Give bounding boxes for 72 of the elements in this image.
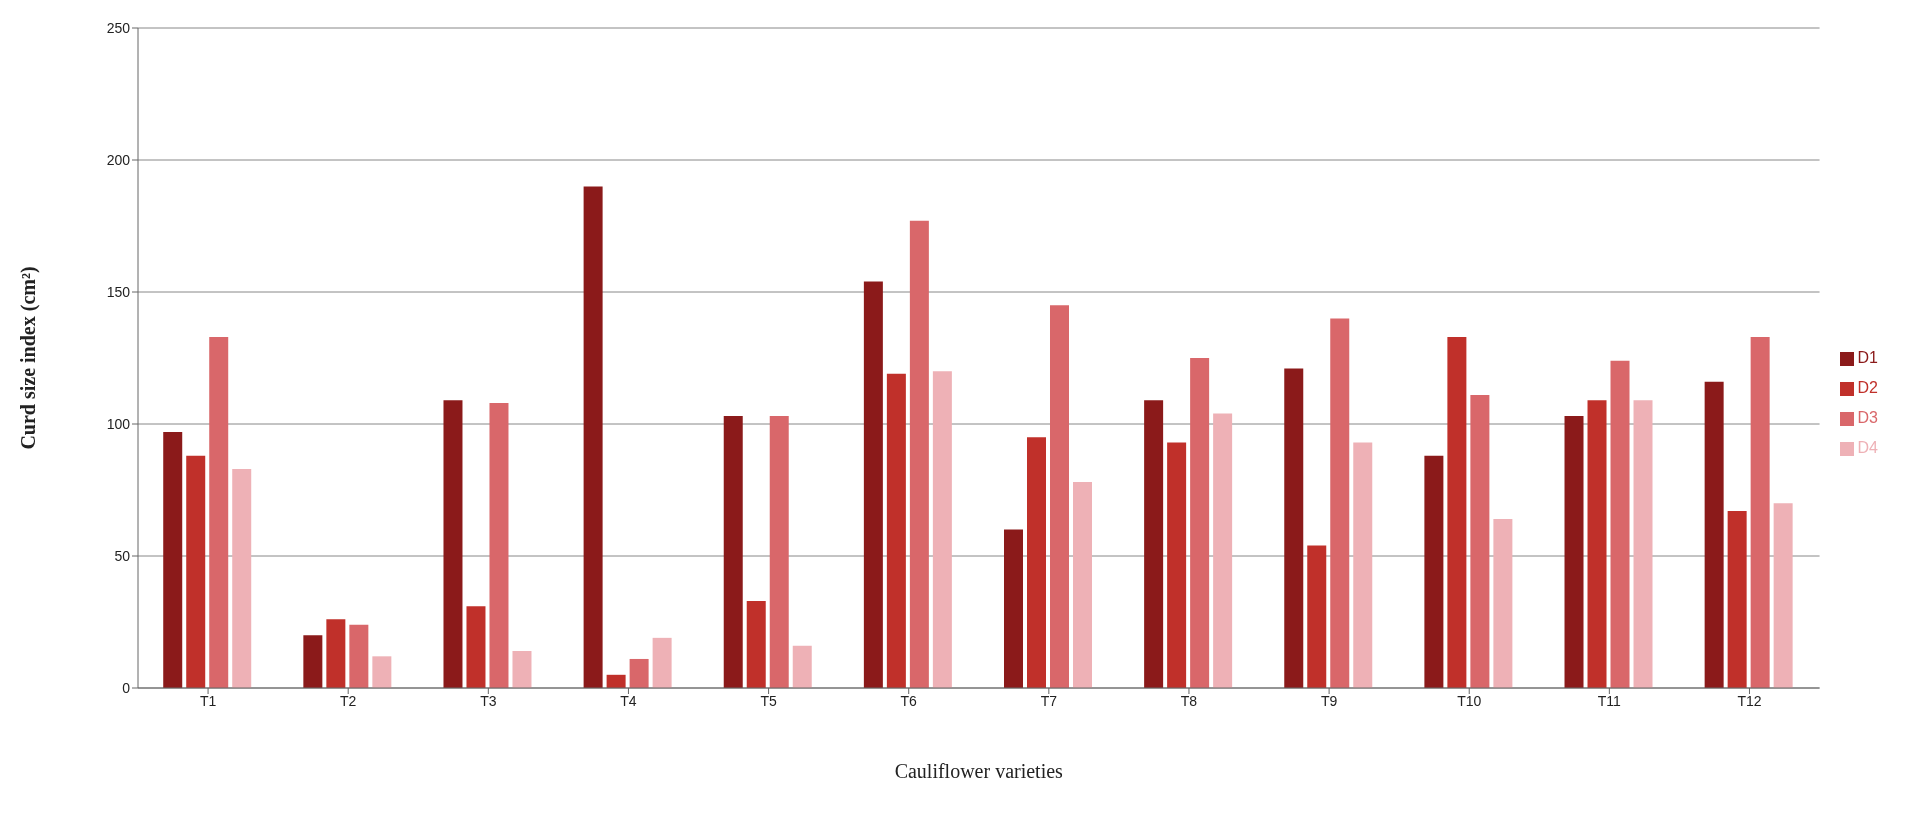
x-tick-label: T9 <box>1320 692 1338 709</box>
x-tick-label: T8 <box>1180 692 1198 709</box>
x-tick-label: T5 <box>760 692 777 709</box>
x-tick-label: T11 <box>1597 692 1622 709</box>
bar <box>1330 318 1350 688</box>
bar <box>1704 381 1724 688</box>
bar <box>583 186 603 688</box>
bar <box>232 468 252 688</box>
x-tick-label: T1 <box>199 692 217 709</box>
bar <box>209 336 229 688</box>
bar <box>163 431 183 688</box>
x-tick-label: T2 <box>340 692 357 709</box>
bar <box>909 220 929 688</box>
bar <box>1564 416 1584 688</box>
bar <box>932 371 952 688</box>
y-tick-label: 0 <box>122 679 131 696</box>
bar <box>1470 394 1490 688</box>
bar <box>1587 400 1607 688</box>
bar <box>1190 358 1210 688</box>
bar <box>349 624 369 688</box>
bar <box>1213 413 1233 688</box>
y-tick-label: 250 <box>106 19 131 36</box>
bar <box>1447 336 1467 688</box>
legend-label: D4 <box>1857 439 1878 456</box>
bar <box>372 656 392 688</box>
legend-label: D3 <box>1857 409 1878 426</box>
bar <box>792 645 812 688</box>
bar <box>1027 437 1046 688</box>
x-tick-label: T10 <box>1457 692 1482 709</box>
bar <box>466 606 486 688</box>
x-axis-title: Cauliflower varieties <box>894 760 1064 782</box>
legend-label: D2 <box>1857 379 1878 396</box>
bar <box>769 416 789 688</box>
bar <box>186 455 206 688</box>
x-tick-label: T3 <box>480 692 497 709</box>
x-tick-label: T6 <box>900 692 918 709</box>
y-tick-label: 100 <box>106 415 131 432</box>
bar <box>863 281 883 688</box>
bar <box>746 600 766 688</box>
bar <box>1727 511 1747 688</box>
y-tick-label: 200 <box>106 151 131 168</box>
bar <box>1144 400 1164 688</box>
bar <box>1284 368 1304 688</box>
legend-label: D1 <box>1857 349 1878 366</box>
bar <box>512 651 532 688</box>
bar <box>1307 545 1327 688</box>
bar <box>606 674 626 688</box>
bar <box>326 619 346 688</box>
bar <box>1610 360 1630 688</box>
y-tick-label: 150 <box>106 283 131 300</box>
bar <box>1004 529 1023 688</box>
bar <box>1073 482 1092 688</box>
x-tick-label: T12 <box>1737 692 1762 709</box>
bar <box>1773 503 1793 688</box>
bar <box>886 373 906 688</box>
bar <box>1633 400 1653 688</box>
bar <box>1167 442 1187 688</box>
x-tick-label: T7 <box>1040 692 1058 709</box>
bar <box>1424 455 1444 688</box>
bar <box>1750 336 1770 688</box>
bar <box>652 637 672 688</box>
bar <box>303 635 323 688</box>
bar <box>443 400 463 688</box>
bar <box>1353 442 1373 688</box>
bar <box>1050 305 1069 688</box>
bar <box>1493 519 1513 688</box>
bar <box>489 402 509 688</box>
y-tick-label: 50 <box>114 547 131 564</box>
bar <box>629 658 649 688</box>
bar <box>723 416 743 688</box>
y-axis-title: Curd size index (cm²) <box>17 266 41 450</box>
x-tick-label: T4 <box>620 692 637 709</box>
